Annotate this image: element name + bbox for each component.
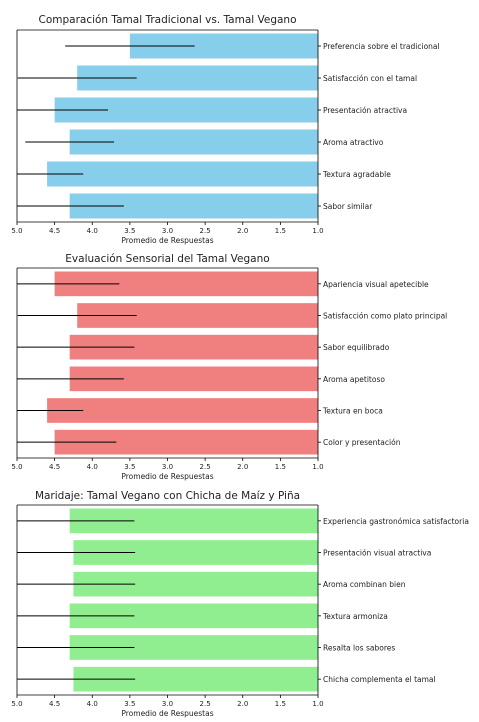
category-label: Sabor equilibrado [323, 343, 390, 352]
x-tick-label: 2.0 [237, 227, 248, 235]
category-label: Sabor similar [323, 202, 373, 211]
x-tick-label: 2.5 [200, 227, 211, 235]
x-axis-label: Promedio de Respuestas [121, 709, 213, 718]
category-label: Satisfacción con el tamal [323, 74, 417, 83]
category-label: Aroma apetitoso [323, 375, 385, 384]
category-label: Resalta los sabores [323, 644, 395, 653]
category-label: Presentación visual atractiva [323, 549, 431, 558]
x-tick-label: 3.5 [124, 700, 135, 708]
x-tick-label: 4.5 [49, 463, 60, 471]
x-tick-label: 1.5 [275, 700, 286, 708]
chart-panel-3: Maridaje: Tamal Vegano con Chicha de Maí… [11, 490, 468, 718]
x-tick-label: 4.0 [87, 463, 98, 471]
bar [47, 398, 318, 423]
x-tick-label: 4.5 [49, 227, 60, 235]
x-tick-label: 2.5 [200, 463, 211, 471]
category-label: Textura armoniza [322, 612, 388, 621]
chart-panel-2: Evaluación Sensorial del Tamal Vegano Apa… [11, 253, 447, 481]
x-tick-label: 2.0 [237, 700, 248, 708]
bar [47, 161, 318, 187]
category-label: Preferencia sobre el tradicional [323, 42, 440, 51]
x-tick-label: 1.5 [275, 227, 286, 235]
category-label: Color y presentación [323, 438, 401, 447]
category-label: Aroma atractivo [323, 138, 384, 147]
x-tick-label: 4.0 [87, 700, 98, 708]
x-tick-label: 1.0 [312, 700, 323, 708]
category-label: Textura en boca [322, 407, 383, 416]
category-label: Chicha complementa el tamal [323, 675, 436, 684]
x-tick-label: 5.0 [11, 227, 22, 235]
x-tick-label: 4.0 [87, 227, 98, 235]
x-tick-label: 5.0 [11, 463, 22, 471]
x-tick-label: 1.5 [275, 463, 286, 471]
x-tick-label: 3.0 [162, 227, 173, 235]
x-tick-label: 5.0 [11, 700, 22, 708]
chart-title: Maridaje: Tamal Vegano con Chicha de Maí… [35, 490, 300, 502]
chart-title: Comparación Tamal Tradicional vs. Tamal … [38, 14, 296, 26]
x-tick-label: 3.5 [124, 463, 135, 471]
category-label: Textura agradable [322, 170, 391, 179]
category-label: Satisfacción como plato principal [323, 312, 447, 321]
x-axis-label: Promedio de Respuestas [121, 472, 213, 481]
category-label: Presentación atractiva [323, 106, 407, 115]
x-tick-label: 1.0 [312, 463, 323, 471]
x-tick-label: 1.0 [312, 227, 323, 235]
chart-panel-1: Comparación Tamal Tradicional vs. Tamal … [11, 14, 439, 245]
x-tick-label: 2.0 [237, 463, 248, 471]
x-tick-label: 2.5 [200, 700, 211, 708]
x-axis-label: Promedio de Respuestas [121, 236, 213, 245]
category-label: Experiencia gastronómica satisfactoria [323, 517, 469, 526]
x-tick-label: 3.5 [124, 227, 135, 235]
x-tick-label: 3.0 [162, 463, 173, 471]
category-label: Aroma combinan bien [323, 580, 406, 589]
x-tick-label: 3.0 [162, 700, 173, 708]
x-tick-label: 4.5 [49, 700, 60, 708]
category-label: Apariencia visual apetecible [323, 280, 429, 289]
chart-title: Evaluación Sensorial del Tamal Vegano [65, 253, 269, 265]
